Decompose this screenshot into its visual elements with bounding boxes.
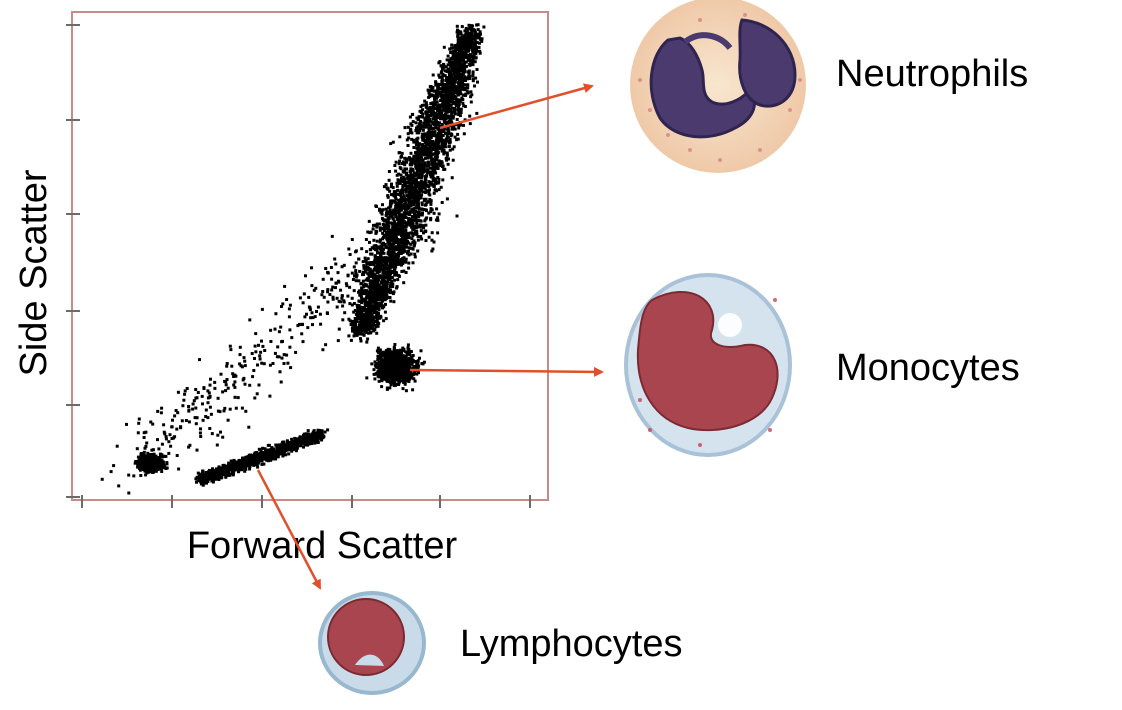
- label-neutrophils: Neutrophils: [836, 53, 1028, 95]
- arrow-neutrophils: [439, 83, 594, 130]
- lymphocyte-cell-icon: [318, 591, 426, 695]
- monocyte-cell-icon: [624, 273, 792, 457]
- x-axis-ticks: [81, 495, 531, 508]
- arrows: [256, 83, 604, 590]
- scatter-dots: [100, 23, 486, 495]
- arrow-lymphocytes: [256, 469, 322, 590]
- label-monocytes: Monocytes: [836, 347, 1020, 389]
- neutrophil-cell-icon: [630, 0, 806, 173]
- label-lymphocytes: Lymphocytes: [460, 623, 682, 665]
- x-axis-label: Forward Scatter: [187, 525, 458, 567]
- arrow-monocytes: [409, 366, 604, 377]
- plot-frame: [71, 11, 549, 501]
- y-axis-ticks: [66, 24, 80, 498]
- y-axis-label: Side Scatter: [13, 169, 55, 376]
- scatter-plot: [66, 11, 549, 508]
